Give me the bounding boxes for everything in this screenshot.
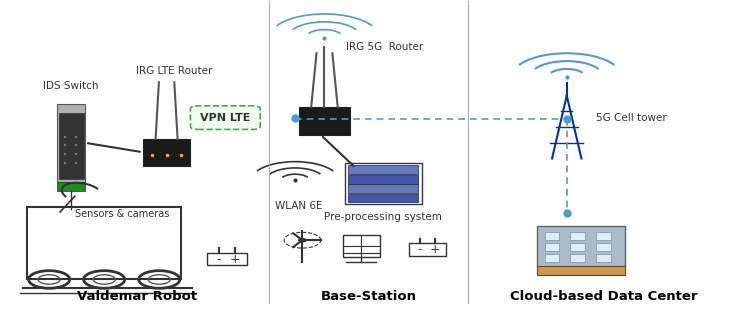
Circle shape xyxy=(298,239,306,242)
FancyBboxPatch shape xyxy=(59,113,83,179)
FancyBboxPatch shape xyxy=(545,254,559,262)
Text: Sensors & cameras: Sensors & cameras xyxy=(75,209,170,219)
FancyBboxPatch shape xyxy=(57,182,85,191)
FancyBboxPatch shape xyxy=(537,266,626,275)
FancyBboxPatch shape xyxy=(545,243,559,251)
FancyBboxPatch shape xyxy=(57,104,85,182)
FancyBboxPatch shape xyxy=(596,254,611,262)
FancyBboxPatch shape xyxy=(596,243,611,251)
FancyBboxPatch shape xyxy=(349,165,418,174)
FancyBboxPatch shape xyxy=(27,207,181,280)
Text: Valdemar Robot: Valdemar Robot xyxy=(77,290,198,303)
FancyBboxPatch shape xyxy=(409,243,446,256)
FancyBboxPatch shape xyxy=(545,232,559,240)
FancyBboxPatch shape xyxy=(349,175,418,184)
FancyBboxPatch shape xyxy=(190,106,260,129)
FancyBboxPatch shape xyxy=(596,232,611,240)
FancyBboxPatch shape xyxy=(343,236,380,257)
FancyBboxPatch shape xyxy=(207,253,248,265)
Text: WLAN 6E: WLAN 6E xyxy=(275,201,323,211)
FancyBboxPatch shape xyxy=(570,232,585,240)
Text: Pre-processing system: Pre-processing system xyxy=(324,212,442,222)
Text: -: - xyxy=(217,253,221,266)
FancyBboxPatch shape xyxy=(570,254,585,262)
Text: +: + xyxy=(230,253,240,266)
FancyBboxPatch shape xyxy=(570,243,585,251)
FancyBboxPatch shape xyxy=(298,107,350,135)
Text: +: + xyxy=(429,243,440,256)
Text: 5G Cell tower: 5G Cell tower xyxy=(596,113,667,123)
FancyBboxPatch shape xyxy=(537,226,626,267)
FancyBboxPatch shape xyxy=(349,194,418,203)
Text: IDS Switch: IDS Switch xyxy=(43,81,99,91)
FancyBboxPatch shape xyxy=(349,184,418,193)
Text: -: - xyxy=(418,243,422,256)
Text: IRG LTE Router: IRG LTE Router xyxy=(136,66,212,76)
FancyBboxPatch shape xyxy=(143,139,190,165)
Text: Base-Station: Base-Station xyxy=(321,290,416,303)
Text: IRG 5G  Router: IRG 5G Router xyxy=(346,42,424,52)
Text: VPN LTE: VPN LTE xyxy=(200,113,251,123)
Text: Cloud-based Data Center: Cloud-based Data Center xyxy=(510,290,697,303)
